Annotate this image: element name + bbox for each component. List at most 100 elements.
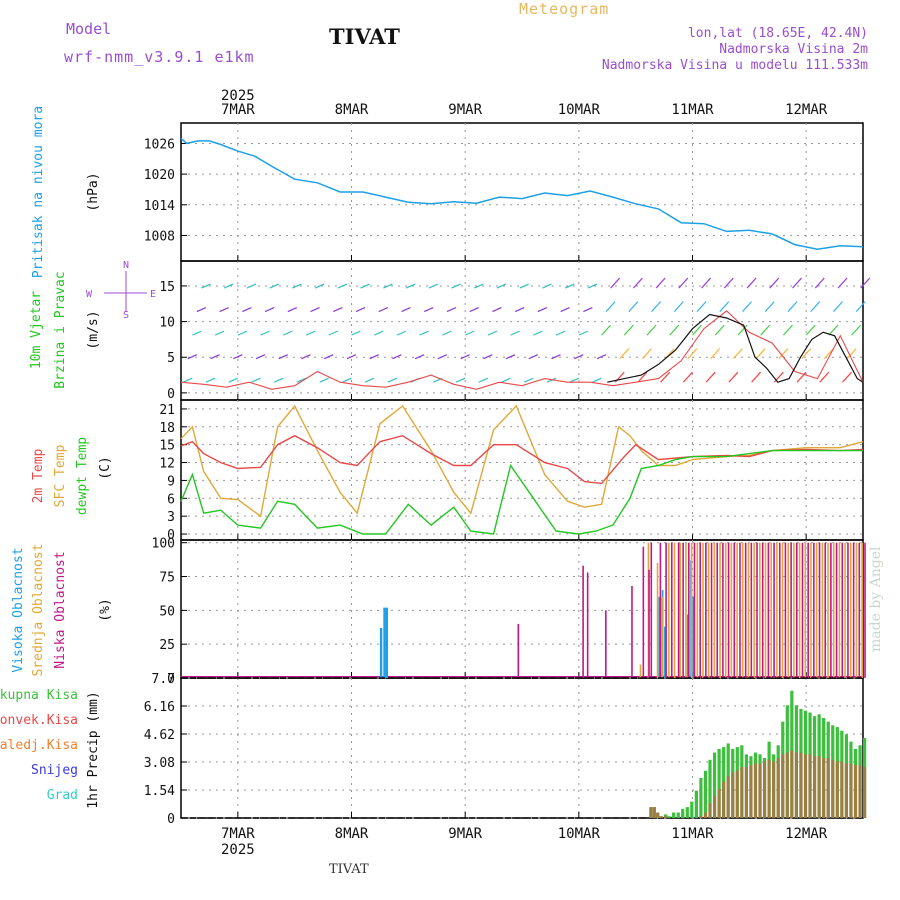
- wind-ytick-label: 10: [159, 316, 175, 331]
- wind-barb: [233, 354, 243, 360]
- pressure-unit-label: (hPa): [86, 172, 101, 211]
- wind-barb: [301, 354, 311, 360]
- conv-precip-bar: [803, 754, 808, 818]
- conv-precip-bar: [652, 807, 656, 818]
- wind-barb: [314, 283, 325, 289]
- cloud-bar: [770, 542, 772, 678]
- cloud-bar: [832, 542, 835, 678]
- wind-barb: [237, 330, 248, 336]
- conv-precip-bar: [749, 765, 753, 818]
- wind-barb: [578, 330, 589, 336]
- wind-barb: [273, 377, 284, 383]
- cloud-bar: [690, 542, 693, 678]
- wind-barb: [478, 377, 489, 383]
- wind-unit-label: (m/s): [86, 310, 101, 349]
- cloud-bar: [796, 542, 798, 678]
- cloud-bar: [679, 542, 682, 678]
- wind-barb: [810, 301, 821, 313]
- wind-barb: [392, 354, 402, 360]
- bottom-date-label: 12MAR: [785, 826, 828, 842]
- total-precip-bar: [681, 808, 685, 818]
- conv-precip-bar: [703, 812, 708, 818]
- wind-barb: [632, 277, 643, 289]
- cloud-bar: [702, 542, 704, 678]
- wind-barb: [310, 307, 320, 313]
- conv-precip-bar: [762, 761, 767, 818]
- temp-sfc-axis-title: SFC Temp: [53, 445, 68, 508]
- cloud-bar: [852, 542, 855, 678]
- conv-precip-bar: [794, 752, 798, 818]
- total-precip-bar: [699, 778, 703, 818]
- temperature-ytick-label: 0: [167, 528, 175, 543]
- wind-barb: [860, 277, 871, 289]
- wind-barb: [192, 330, 202, 336]
- wind-barb: [296, 377, 307, 383]
- cloud-bar: [750, 542, 753, 678]
- total-precip-bar: [685, 807, 689, 818]
- model-label: Model: [66, 20, 112, 38]
- wind-barb: [223, 283, 234, 289]
- precip-legend-label: Grad: [47, 788, 78, 803]
- cloud-bar: [855, 542, 858, 678]
- precip-ytick-label: 4.62: [144, 728, 175, 743]
- wind-barb: [255, 354, 266, 360]
- cloud-bar: [631, 586, 633, 678]
- cloud-bar: [838, 542, 841, 678]
- cloud-bar: [656, 563, 659, 678]
- wind-barb: [514, 307, 525, 313]
- cloud-bar: [605, 610, 607, 678]
- wind-barb: [437, 354, 448, 360]
- cloud-bar: [722, 542, 724, 678]
- wind-barb: [555, 330, 566, 336]
- conv-precip-bar: [717, 788, 721, 818]
- conv-precip-bar: [740, 767, 744, 818]
- cloud-bar: [670, 542, 673, 678]
- wind-barb: [587, 283, 598, 289]
- cloud-bar: [673, 542, 676, 678]
- wind-barb: [682, 371, 693, 383]
- wind-barb: [687, 348, 698, 360]
- bottom-year-label: 2025: [221, 842, 255, 858]
- conv-precip-bar: [790, 750, 794, 818]
- wind-barb: [464, 330, 475, 336]
- pressure-ytick-label: 1014: [144, 199, 175, 214]
- cloud-bar: [648, 569, 650, 678]
- wind-barb: [305, 330, 316, 336]
- wind-barb: [187, 354, 198, 360]
- precip-axis-title: 1hr Precip (mm): [86, 691, 101, 808]
- wind-barb: [333, 307, 343, 313]
- wind-barb: [673, 301, 684, 313]
- pressure-ytick-label: 1026: [144, 137, 175, 152]
- cloud-bar: [686, 614, 689, 678]
- wind-barb: [355, 307, 366, 313]
- wind-barb: [246, 283, 257, 289]
- cloud-bar: [747, 542, 750, 678]
- cloud-bar: [767, 542, 770, 678]
- wind-barb: [183, 377, 193, 383]
- wind-barb: [851, 324, 862, 336]
- wind-barb: [805, 324, 816, 336]
- top-year-label: 2025: [221, 88, 255, 104]
- precip-ytick-label: 1.54: [144, 784, 175, 799]
- high-cloud-axis-title: Visoka Oblacnost: [11, 547, 26, 672]
- conv-precip-bar: [835, 761, 839, 818]
- cloud-unit-label: (%): [98, 598, 113, 621]
- cloud-bar: [586, 572, 589, 678]
- wind-barb: [605, 301, 616, 313]
- wind-barb: [242, 307, 252, 313]
- wind-barb: [660, 371, 671, 383]
- wind-barb: [351, 330, 361, 336]
- conv-precip-bar: [781, 754, 785, 818]
- conv-precip-bar: [772, 761, 776, 818]
- footer-location: TIVAT: [329, 862, 369, 877]
- conv-precip-bar: [656, 812, 660, 818]
- wind-barb: [396, 330, 407, 336]
- wind-barb: [792, 277, 802, 289]
- wind-barb: [732, 348, 743, 360]
- wind-barb: [855, 301, 866, 313]
- bottom-date-label: 10MAR: [558, 826, 601, 842]
- wind-barb: [819, 371, 830, 383]
- wind-barb: [737, 324, 748, 336]
- wind-barb: [337, 283, 348, 289]
- cloud-bar: [733, 542, 736, 678]
